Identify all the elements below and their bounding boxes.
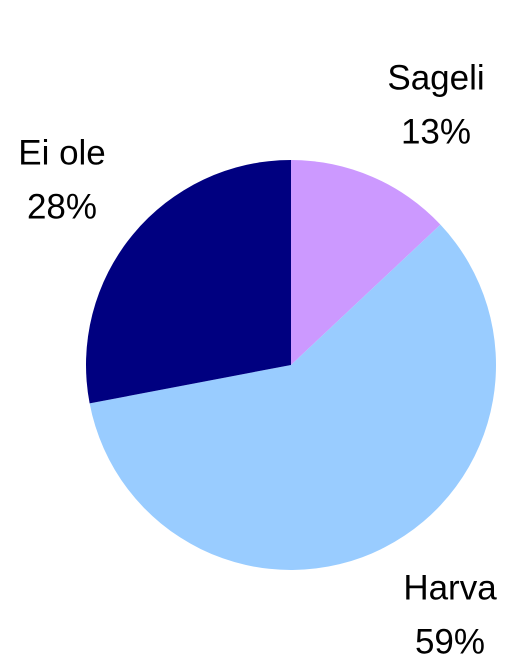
slice-value-label: 13% [401,112,471,151]
slice-label: Harva [403,568,497,607]
pie-slice [291,160,441,365]
slice-value-label: 59% [415,622,485,661]
pie-slice [89,224,496,570]
pie-slice [85,160,291,404]
slice-label: Sageli [387,58,484,97]
slice-label: Ei ole [18,133,106,172]
slice-value-label: 28% [27,187,97,226]
